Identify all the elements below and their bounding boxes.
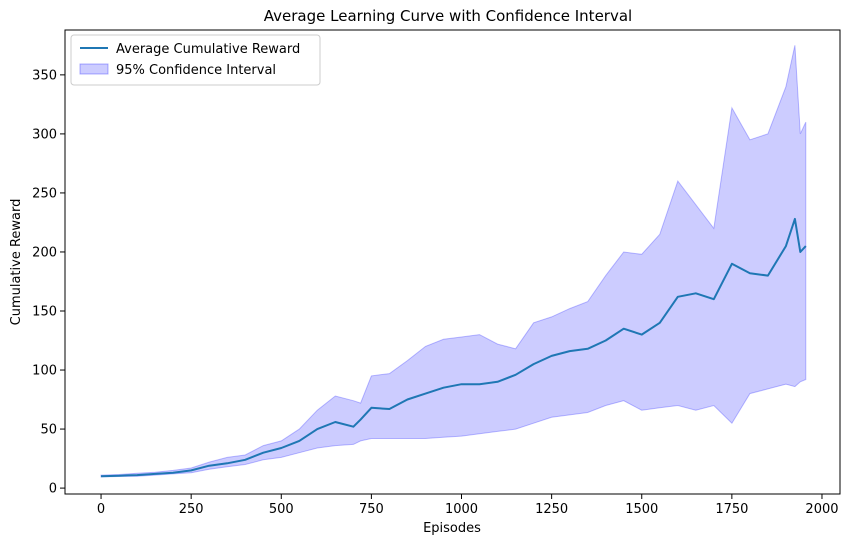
confidence-band [100, 45, 807, 478]
axes: 0 250 500 750 1000 1250 1500 1750 2000 0 50 100 150 2… [32, 29, 841, 517]
y-axis-label: Cumulative Reward [9, 199, 24, 326]
x-tick-label: 500 [269, 502, 294, 517]
chart-title: Average Learning Curve with Confidence I… [264, 7, 632, 25]
y-tick-label: 100 [32, 364, 57, 379]
plot-area [100, 45, 807, 478]
y-tick-label: 250 [32, 186, 57, 201]
x-tick-label: 0 [97, 502, 105, 517]
x-tick-label: 1500 [625, 502, 658, 517]
x-tick-label: 1750 [715, 502, 748, 517]
y-tick-label: 150 [32, 304, 57, 319]
legend-label-average: Average Cumulative Reward [116, 42, 300, 57]
x-tick-label: 1250 [535, 502, 568, 517]
y-tick-label: 300 [32, 127, 57, 142]
y-tick-label: 0 [49, 482, 57, 497]
x-tick-label: 250 [179, 502, 204, 517]
y-tick-label: 50 [40, 423, 57, 438]
x-tick-label: 750 [359, 502, 384, 517]
legend-band-swatch [79, 63, 109, 75]
legend-label-confidence: 95% Confidence Interval [116, 63, 276, 78]
legend-frame [70, 34, 321, 86]
y-tick-label: 350 [32, 68, 57, 83]
x-axis-label: Episodes [423, 521, 481, 536]
x-tick-label: 1000 [445, 502, 478, 517]
average-reward-line [100, 217, 807, 478]
axes-frame [64, 29, 841, 495]
x-tick-label: 2000 [805, 502, 838, 517]
legend: Average Cumulative Reward 95% Confidence… [70, 34, 321, 86]
y-tick-label: 200 [32, 245, 57, 260]
